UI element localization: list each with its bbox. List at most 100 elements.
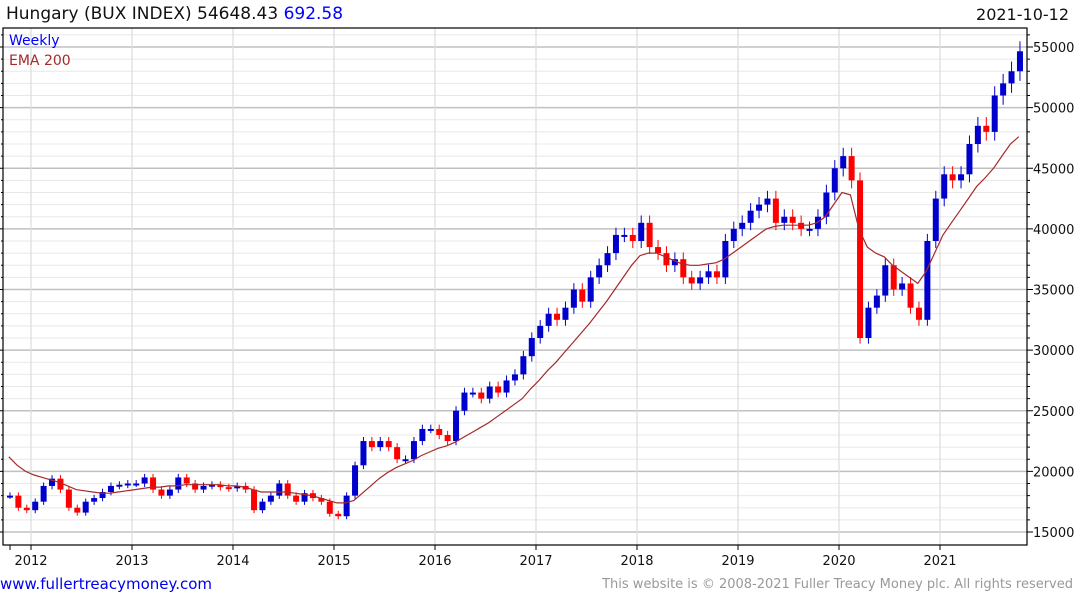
price-bar <box>503 380 510 393</box>
price-bar <box>907 283 914 308</box>
price-bar <box>6 495 13 498</box>
price-bar <box>587 277 594 302</box>
price-bar <box>739 222 746 229</box>
price-bar <box>276 483 283 496</box>
x-tick-label: 2018 <box>620 554 653 569</box>
price-bar <box>225 487 232 490</box>
price-bar <box>99 491 106 499</box>
price-bar <box>722 241 729 278</box>
price-bar <box>486 386 493 399</box>
price-bar <box>941 174 948 199</box>
price-bar <box>141 477 148 484</box>
price-bars <box>6 41 1023 520</box>
price-bar <box>528 338 535 357</box>
price-bar <box>756 204 763 211</box>
website-link[interactable]: www.fullertreacymoney.com <box>0 575 213 593</box>
price-bar <box>1016 51 1023 72</box>
price-bar <box>604 253 611 266</box>
grid <box>3 28 1027 545</box>
y-tick-label: 40000 <box>1033 223 1074 238</box>
price-bar <box>107 485 114 492</box>
y-tick-label: 15000 <box>1033 526 1074 541</box>
y-tick-label: 35000 <box>1033 284 1074 299</box>
price-bar <box>284 483 291 496</box>
price-bar <box>713 271 720 278</box>
price-bar <box>74 507 81 513</box>
price-bar <box>511 374 518 381</box>
x-tick-label: 2013 <box>115 554 148 569</box>
price-bar <box>158 489 165 496</box>
price-bar <box>562 307 569 320</box>
price-bar <box>772 198 779 223</box>
y-tick-label: 45000 <box>1033 162 1074 177</box>
price-chart: 15000 20000 25000 30000 35000 40000 45000 50000… <box>0 27 1074 569</box>
price-bar <box>200 485 207 490</box>
price-bar <box>453 410 460 442</box>
price-bar <box>537 325 544 338</box>
price-bar <box>958 174 965 181</box>
price-bar <box>402 459 409 462</box>
price-bar <box>65 489 72 508</box>
price-bar <box>419 428 426 442</box>
price-bar <box>15 495 22 508</box>
price-bar <box>377 441 384 448</box>
price-bar <box>655 247 662 254</box>
price-bar <box>831 168 838 193</box>
price-bar <box>461 392 468 411</box>
price-bar <box>301 493 308 502</box>
chart-date: 2021-10-12 <box>976 5 1069 24</box>
price-bar <box>23 507 30 511</box>
copyright-notice: This website is © 2008-2021 Fuller Treac… <box>602 577 1073 592</box>
price-bar <box>444 435 451 442</box>
price-bar <box>335 513 342 517</box>
price-bar <box>991 95 998 132</box>
x-tick-label: 2014 <box>216 554 249 569</box>
price-bar <box>697 277 704 284</box>
price-bar <box>621 234 628 237</box>
price-bar <box>469 392 476 395</box>
price-bar <box>545 313 552 326</box>
price-bar <box>495 386 502 393</box>
price-bar <box>150 477 157 490</box>
price-bar <box>899 283 906 290</box>
legend-weekly: Weekly <box>9 33 60 49</box>
price-bar <box>368 441 375 448</box>
price-bar <box>579 289 586 302</box>
price-bar <box>1000 83 1007 96</box>
price-bar <box>730 228 737 241</box>
price-bar <box>217 484 224 488</box>
price-change: 692.58 <box>283 4 344 24</box>
price-bar <box>983 125 990 132</box>
x-tick-label: 2012 <box>14 554 47 569</box>
price-bar <box>629 234 636 241</box>
price-bar <box>394 447 401 460</box>
price-bar <box>688 277 695 284</box>
price-bar <box>932 198 939 241</box>
price-bar <box>806 228 813 231</box>
price-bar <box>840 156 847 169</box>
price-bar <box>949 174 956 181</box>
price-bar <box>596 265 603 278</box>
price-bar <box>520 356 527 375</box>
price-bar <box>82 501 89 513</box>
price-bar <box>318 498 325 502</box>
plot-frame <box>2 27 1028 546</box>
price-bar <box>612 234 619 254</box>
x-tick-label: 2017 <box>519 554 552 569</box>
price-bar <box>638 222 645 241</box>
price-bar <box>326 501 333 514</box>
x-tick-label: 2016 <box>418 554 451 569</box>
price-bar <box>208 484 215 487</box>
price-bar <box>40 485 47 502</box>
price-bar <box>890 265 897 290</box>
price-bar <box>663 253 670 266</box>
price-bar <box>385 441 392 448</box>
price-bar <box>680 259 687 278</box>
price-bar <box>234 485 241 489</box>
price-bar <box>865 307 872 338</box>
price-bar <box>823 192 830 217</box>
price-bar <box>251 489 258 511</box>
price-bar <box>915 307 922 320</box>
price-bar <box>343 495 350 517</box>
price-bar <box>267 495 274 502</box>
